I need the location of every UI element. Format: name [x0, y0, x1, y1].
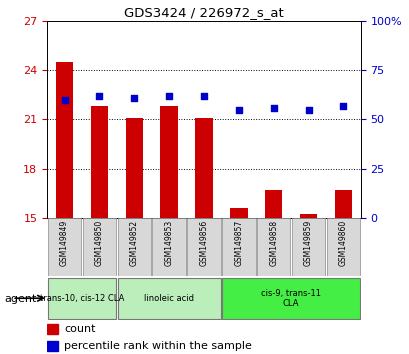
Text: GSM149852: GSM149852 [130, 219, 138, 266]
Bar [160, 106, 178, 218]
Point [270, 105, 276, 110]
Point [131, 95, 137, 101]
Point [339, 103, 346, 109]
Point [200, 93, 207, 99]
Text: GSM149857: GSM149857 [234, 219, 243, 266]
Bar [125, 118, 143, 218]
Bar [195, 118, 212, 218]
Bar [264, 190, 282, 218]
Bar [56, 62, 73, 218]
Bar [90, 106, 108, 218]
Point [61, 97, 68, 103]
Bar [47, 324, 58, 335]
FancyBboxPatch shape [48, 278, 116, 319]
Bar [47, 341, 58, 351]
Point [166, 93, 172, 99]
Text: GSM149856: GSM149856 [199, 219, 208, 266]
Text: linoleic acid: linoleic acid [144, 294, 193, 303]
FancyBboxPatch shape [83, 218, 116, 276]
Text: trans-10, cis-12 CLA: trans-10, cis-12 CLA [40, 294, 124, 303]
Point [235, 107, 242, 113]
FancyBboxPatch shape [117, 278, 220, 319]
Text: GSM149858: GSM149858 [269, 219, 277, 266]
Text: GSM149860: GSM149860 [338, 219, 347, 266]
Text: GSM149859: GSM149859 [303, 219, 312, 266]
Bar [299, 215, 317, 218]
Point [305, 107, 311, 113]
Bar [334, 190, 351, 218]
FancyBboxPatch shape [187, 218, 220, 276]
FancyBboxPatch shape [152, 218, 185, 276]
FancyBboxPatch shape [48, 218, 81, 276]
FancyBboxPatch shape [256, 218, 290, 276]
Text: GSM149853: GSM149853 [164, 219, 173, 266]
FancyBboxPatch shape [117, 218, 151, 276]
Text: GSM149850: GSM149850 [95, 219, 103, 266]
Text: GSM149849: GSM149849 [60, 219, 69, 266]
Title: GDS3424 / 226972_s_at: GDS3424 / 226972_s_at [124, 6, 283, 19]
Point [96, 93, 103, 99]
FancyBboxPatch shape [222, 278, 359, 319]
Bar [229, 208, 247, 218]
FancyBboxPatch shape [291, 218, 324, 276]
Text: agent: agent [4, 294, 36, 304]
Text: cis-9, trans-11
CLA: cis-9, trans-11 CLA [261, 289, 320, 308]
Text: percentile rank within the sample: percentile rank within the sample [64, 341, 252, 351]
FancyBboxPatch shape [222, 218, 255, 276]
FancyBboxPatch shape [326, 218, 359, 276]
Text: count: count [64, 324, 96, 334]
